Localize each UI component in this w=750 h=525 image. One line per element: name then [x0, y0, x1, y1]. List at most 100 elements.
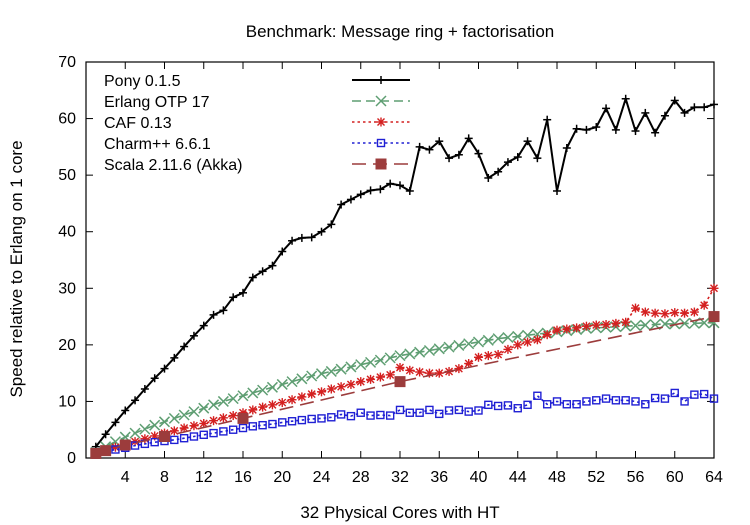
y-tick-label: 30 — [58, 280, 76, 297]
series-1 — [90, 317, 720, 458]
data-point — [189, 421, 199, 431]
data-point — [454, 364, 464, 374]
data-point — [542, 330, 552, 340]
data-point — [229, 293, 238, 302]
data-point — [553, 186, 561, 195]
data-point — [531, 328, 543, 340]
data-point — [278, 247, 287, 256]
data-point — [513, 404, 522, 413]
data-point — [327, 220, 336, 229]
x-tick-label: 4 — [121, 469, 130, 486]
data-point — [111, 418, 120, 427]
series-layer — [90, 94, 720, 459]
data-point — [199, 321, 208, 330]
data-point — [464, 134, 473, 143]
data-point — [199, 430, 208, 440]
data-point — [492, 333, 504, 345]
data-point — [493, 349, 503, 359]
data-point — [169, 426, 179, 436]
data-point — [129, 427, 141, 439]
data-point — [217, 395, 229, 407]
data-point — [356, 190, 365, 199]
data-point — [444, 406, 454, 415]
data-point — [297, 415, 307, 425]
data-point — [90, 447, 102, 459]
data-point — [315, 368, 328, 380]
data-point — [100, 445, 112, 457]
data-point — [208, 399, 220, 411]
data-point — [130, 441, 140, 450]
legend-marker — [376, 117, 386, 127]
data-point — [562, 324, 572, 334]
data-point — [266, 381, 278, 393]
data-point — [415, 142, 424, 151]
data-point — [278, 418, 287, 427]
legend-label: Charm++ 6.6.1 — [104, 136, 211, 153]
data-point — [699, 300, 709, 310]
data-point — [523, 337, 533, 347]
data-point — [317, 387, 326, 397]
data-point — [689, 307, 699, 317]
legend-marker — [375, 95, 387, 107]
data-point — [277, 398, 287, 408]
data-point — [503, 401, 513, 410]
data-point — [680, 108, 689, 117]
data-point — [189, 331, 198, 340]
data-point — [375, 372, 385, 382]
y-tick-label: 0 — [67, 450, 76, 467]
data-point — [356, 377, 366, 387]
data-point — [454, 150, 463, 159]
data-point — [533, 154, 542, 163]
data-point — [523, 400, 532, 410]
data-point — [562, 143, 571, 152]
data-point — [454, 405, 464, 415]
x-tick-label: 36 — [430, 469, 448, 486]
data-point — [474, 149, 483, 158]
data-point — [453, 339, 465, 351]
data-point — [670, 388, 679, 398]
data-point — [170, 353, 179, 362]
data-point — [178, 409, 190, 421]
data-point — [394, 376, 406, 388]
data-point — [502, 331, 514, 344]
data-point — [288, 236, 297, 245]
data-point — [356, 408, 365, 417]
data-point — [641, 108, 650, 117]
data-point — [405, 408, 415, 417]
data-point — [405, 186, 414, 195]
data-point — [237, 390, 249, 402]
data-point — [396, 181, 404, 190]
y-tick-label: 10 — [58, 393, 76, 410]
data-point — [690, 390, 699, 399]
data-point — [602, 104, 611, 113]
data-point — [572, 323, 582, 333]
data-point — [385, 370, 395, 380]
data-point — [425, 145, 434, 154]
data-point — [237, 412, 249, 424]
y-tick-label: 60 — [58, 111, 76, 128]
data-point — [307, 233, 316, 242]
data-point — [709, 394, 719, 403]
data-point — [699, 389, 709, 399]
data-point — [149, 419, 161, 431]
data-point — [258, 420, 267, 430]
data-point — [513, 340, 523, 350]
data-point — [238, 423, 248, 433]
data-point — [660, 309, 670, 319]
data-point — [336, 410, 346, 419]
x-tick-label: 56 — [627, 469, 645, 486]
data-point — [394, 350, 406, 362]
x-tick-label: 32 — [391, 469, 409, 486]
series-0 — [91, 94, 718, 451]
x-tick-label: 52 — [587, 469, 605, 486]
y-tick-label: 20 — [58, 337, 76, 354]
data-point — [219, 427, 228, 436]
data-point — [464, 407, 473, 416]
data-point — [179, 423, 189, 433]
data-point — [258, 267, 267, 276]
data-point — [670, 308, 680, 318]
legend-marker — [377, 76, 385, 84]
data-point — [228, 411, 238, 421]
data-point — [179, 434, 189, 443]
